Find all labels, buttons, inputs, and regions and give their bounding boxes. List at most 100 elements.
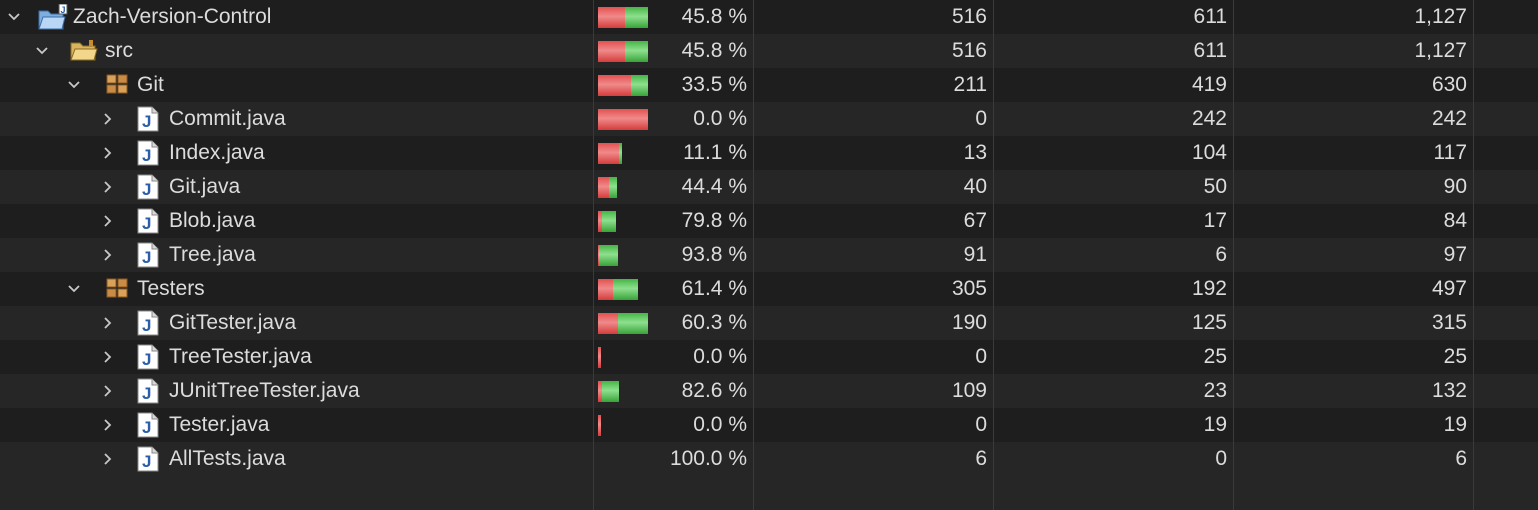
total-instructions: 90 — [1443, 175, 1467, 198]
covered-instructions: 516 — [951, 39, 987, 62]
missed-segment — [598, 143, 619, 164]
chevron-right-icon[interactable] — [99, 450, 117, 468]
element-name: Tester.java — [169, 413, 270, 436]
missed-segment — [598, 177, 609, 198]
tree-row[interactable]: J GitTester.java 60.3 % 190 125 315 — [0, 306, 1538, 340]
covered-segment — [631, 75, 648, 96]
chevron-right-icon[interactable] — [99, 212, 117, 230]
chevron-right-icon[interactable] — [99, 382, 117, 400]
covered-segment — [602, 211, 616, 232]
chevron-right-icon[interactable] — [99, 348, 117, 366]
missed-segment — [598, 347, 601, 368]
missed-segment — [598, 7, 625, 28]
tree-row[interactable]: J Blob.java 79.8 % 67 17 84 — [0, 204, 1538, 238]
missed-instructions: 0 — [1215, 447, 1227, 470]
covered-instructions: 516 — [951, 5, 987, 28]
java-icon: J — [137, 140, 159, 172]
covered-instructions: 13 — [963, 141, 987, 164]
chevron-down-icon[interactable] — [33, 42, 51, 60]
chevron-right-icon[interactable] — [99, 110, 117, 128]
coverage-bar — [598, 211, 616, 232]
svg-text:J: J — [142, 316, 151, 335]
tree-row[interactable]: J Tree.java 93.8 % 91 6 97 — [0, 238, 1538, 272]
element-name: GitTester.java — [169, 311, 297, 334]
coverage-percent: 11.1 % — [683, 141, 747, 164]
package-icon — [105, 72, 129, 102]
missed-instructions: 6 — [1215, 243, 1227, 266]
coverage-bar — [598, 75, 648, 96]
svg-text:J: J — [142, 248, 151, 267]
coverage-percent: 79.8 % — [681, 209, 747, 232]
tree-row[interactable]: src 45.8 % 516 611 1,127 — [0, 34, 1538, 68]
chevron-right-icon[interactable] — [99, 178, 117, 196]
coverage-percent: 60.3 % — [681, 311, 747, 334]
coverage-bar — [598, 279, 638, 300]
java-icon: J — [137, 344, 159, 376]
coverage-bar — [598, 381, 619, 402]
java-icon: J — [137, 378, 159, 410]
missed-segment — [598, 109, 648, 130]
chevron-right-icon[interactable] — [99, 144, 117, 162]
coverage-bar — [598, 143, 622, 164]
missed-instructions: 23 — [1203, 379, 1227, 402]
coverage-percent: 82.6 % — [681, 379, 747, 402]
coverage-percent: 0.0 % — [693, 413, 747, 436]
chevron-right-icon[interactable] — [99, 416, 117, 434]
svg-text:J: J — [61, 5, 66, 15]
coverage-bar — [598, 41, 648, 62]
missed-instructions: 125 — [1191, 311, 1227, 334]
missed-segment — [598, 381, 602, 402]
tree-row[interactable]: J Git.java 44.4 % 40 50 90 — [0, 170, 1538, 204]
total-instructions: 97 — [1443, 243, 1467, 266]
covered-instructions: 40 — [963, 175, 987, 198]
total-instructions: 315 — [1431, 311, 1467, 334]
missed-instructions: 611 — [1193, 5, 1227, 28]
chevron-down-icon[interactable] — [65, 76, 83, 94]
svg-text:J: J — [142, 418, 151, 437]
tree-row[interactable]: J Commit.java 0.0 % 0 242 242 — [0, 102, 1538, 136]
chevron-right-icon[interactable] — [99, 246, 117, 264]
coverage-bar — [598, 313, 648, 334]
coverage-bar — [598, 245, 618, 266]
tree-row[interactable]: J Zach-Version-Control 45.8 % 516 611 1,127 — [0, 0, 1538, 34]
chevron-down-icon[interactable] — [5, 8, 23, 26]
chevron-right-icon[interactable] — [99, 314, 117, 332]
covered-instructions: 0 — [975, 345, 987, 368]
column-divider[interactable] — [753, 0, 754, 510]
svg-text:J: J — [142, 180, 151, 199]
column-divider[interactable] — [1473, 0, 1474, 510]
total-instructions: 242 — [1431, 107, 1467, 130]
java-icon: J — [137, 242, 159, 274]
svg-text:J: J — [142, 146, 151, 165]
tree-row[interactable]: J JUnitTreeTester.java 82.6 % 109 23 132 — [0, 374, 1538, 408]
missed-instructions: 50 — [1203, 175, 1227, 198]
covered-instructions: 0 — [975, 107, 987, 130]
svg-text:J: J — [142, 350, 151, 369]
total-instructions: 25 — [1443, 345, 1467, 368]
column-divider[interactable] — [1233, 0, 1234, 510]
tree-row[interactable]: J Tester.java 0.0 % 0 19 19 — [0, 408, 1538, 442]
tree-row[interactable]: J Index.java 11.1 % 13 104 117 — [0, 136, 1538, 170]
covered-segment — [602, 381, 619, 402]
tree-row[interactable]: J TreeTester.java 0.0 % 0 25 25 — [0, 340, 1538, 374]
covered-instructions: 67 — [963, 209, 987, 232]
total-instructions: 1,127 — [1414, 5, 1467, 28]
covered-segment — [599, 245, 618, 266]
column-divider[interactable] — [993, 0, 994, 510]
missed-instructions: 104 — [1191, 141, 1227, 164]
coverage-percent: 0.0 % — [693, 107, 747, 130]
column-divider[interactable] — [593, 0, 594, 510]
coverage-bar — [598, 7, 648, 28]
coverage-percent: 0.0 % — [693, 345, 747, 368]
tree-row[interactable]: Testers 61.4 % 305 192 497 — [0, 272, 1538, 306]
chevron-down-icon[interactable] — [65, 280, 83, 298]
covered-segment — [609, 177, 617, 198]
missed-segment — [598, 211, 602, 232]
java-icon: J — [137, 174, 159, 206]
tree-row[interactable]: J AllTests.java 100.0 % 6 0 6 — [0, 442, 1538, 476]
total-instructions: 84 — [1443, 209, 1467, 232]
element-name: Git — [137, 73, 164, 96]
element-name: Blob.java — [169, 209, 256, 232]
tree-row[interactable]: Git 33.5 % 211 419 630 — [0, 68, 1538, 102]
